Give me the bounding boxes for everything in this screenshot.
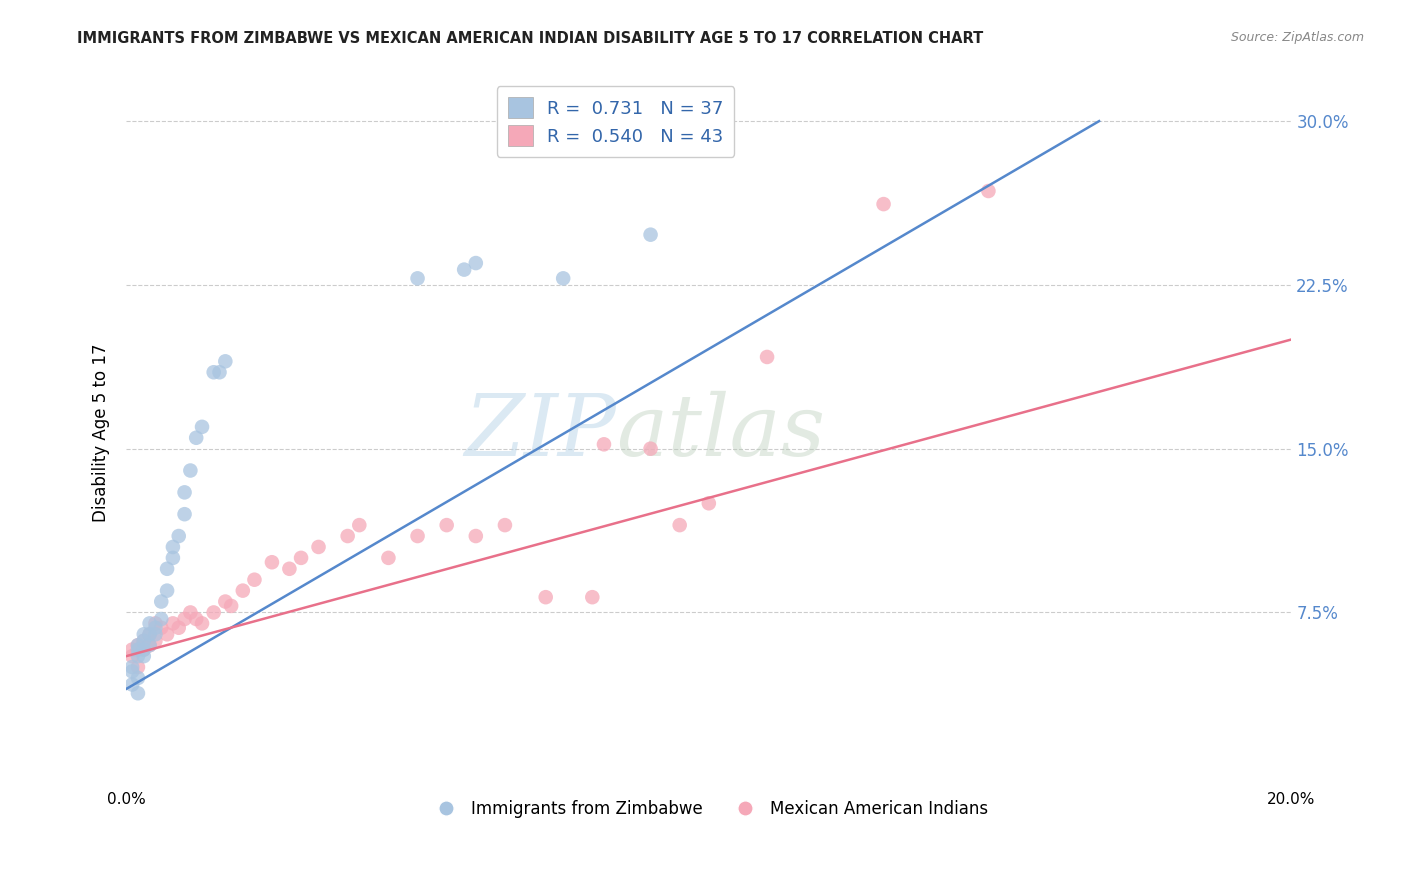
- Point: [186, 612, 208, 626]
- Point: [191, 616, 214, 631]
- Point: [162, 540, 184, 554]
- Point: [132, 627, 155, 641]
- Point: [436, 518, 458, 533]
- Point: [406, 529, 429, 543]
- Point: [138, 627, 160, 641]
- Point: [145, 627, 167, 641]
- Point: [377, 550, 399, 565]
- Text: atlas: atlas: [616, 391, 825, 474]
- Point: [150, 612, 173, 626]
- Point: [202, 365, 225, 379]
- Point: [494, 518, 516, 533]
- Point: [145, 621, 167, 635]
- Point: [145, 633, 167, 648]
- Point: [162, 616, 184, 631]
- Point: [202, 606, 225, 620]
- Point: [150, 621, 173, 635]
- Point: [127, 671, 149, 685]
- Point: [453, 262, 475, 277]
- Point: [156, 627, 179, 641]
- Point: [138, 616, 160, 631]
- Point: [308, 540, 330, 554]
- Point: [167, 529, 190, 543]
- Point: [127, 660, 149, 674]
- Point: [553, 271, 575, 285]
- Point: [208, 365, 231, 379]
- Point: [336, 529, 359, 543]
- Point: [132, 649, 155, 664]
- Point: [132, 642, 155, 657]
- Point: [173, 485, 195, 500]
- Point: [138, 638, 160, 652]
- Point: [132, 633, 155, 648]
- Point: [464, 256, 486, 270]
- Point: [132, 642, 155, 657]
- Point: [121, 665, 143, 679]
- Point: [150, 594, 173, 608]
- Point: [534, 590, 557, 604]
- Point: [156, 562, 179, 576]
- Point: [214, 354, 236, 368]
- Point: [121, 649, 143, 664]
- Point: [145, 616, 167, 631]
- Text: IMMIGRANTS FROM ZIMBABWE VS MEXICAN AMERICAN INDIAN DISABILITY AGE 5 TO 17 CORRE: IMMIGRANTS FROM ZIMBABWE VS MEXICAN AMER…: [77, 31, 984, 46]
- Point: [697, 496, 720, 510]
- Point: [173, 507, 195, 521]
- Point: [977, 184, 1000, 198]
- Point: [121, 677, 143, 691]
- Point: [191, 420, 214, 434]
- Point: [121, 660, 143, 674]
- Point: [593, 437, 616, 451]
- Point: [290, 550, 312, 565]
- Point: [132, 633, 155, 648]
- Point: [127, 649, 149, 664]
- Point: [156, 583, 179, 598]
- Point: [179, 606, 201, 620]
- Point: [464, 529, 486, 543]
- Point: [260, 555, 283, 569]
- Point: [640, 227, 662, 242]
- Point: [127, 638, 149, 652]
- Point: [214, 594, 236, 608]
- Point: [243, 573, 266, 587]
- Point: [278, 562, 301, 576]
- Point: [127, 638, 149, 652]
- Point: [581, 590, 603, 604]
- Point: [668, 518, 690, 533]
- Point: [349, 518, 371, 533]
- Point: [872, 197, 894, 211]
- Point: [167, 621, 190, 635]
- Point: [138, 638, 160, 652]
- Point: [127, 642, 149, 657]
- Text: Source: ZipAtlas.com: Source: ZipAtlas.com: [1230, 31, 1364, 45]
- Point: [173, 612, 195, 626]
- Text: ZIP: ZIP: [464, 391, 616, 474]
- Legend: Immigrants from Zimbabwe, Mexican American Indians: Immigrants from Zimbabwe, Mexican Americ…: [423, 794, 994, 825]
- Y-axis label: Disability Age 5 to 17: Disability Age 5 to 17: [93, 343, 110, 522]
- Point: [186, 431, 208, 445]
- Point: [756, 350, 779, 364]
- Point: [179, 463, 201, 477]
- Point: [219, 599, 242, 613]
- Point: [406, 271, 429, 285]
- Point: [121, 642, 143, 657]
- Point: [640, 442, 662, 456]
- Point: [127, 686, 149, 700]
- Point: [138, 627, 160, 641]
- Point: [162, 550, 184, 565]
- Point: [232, 583, 254, 598]
